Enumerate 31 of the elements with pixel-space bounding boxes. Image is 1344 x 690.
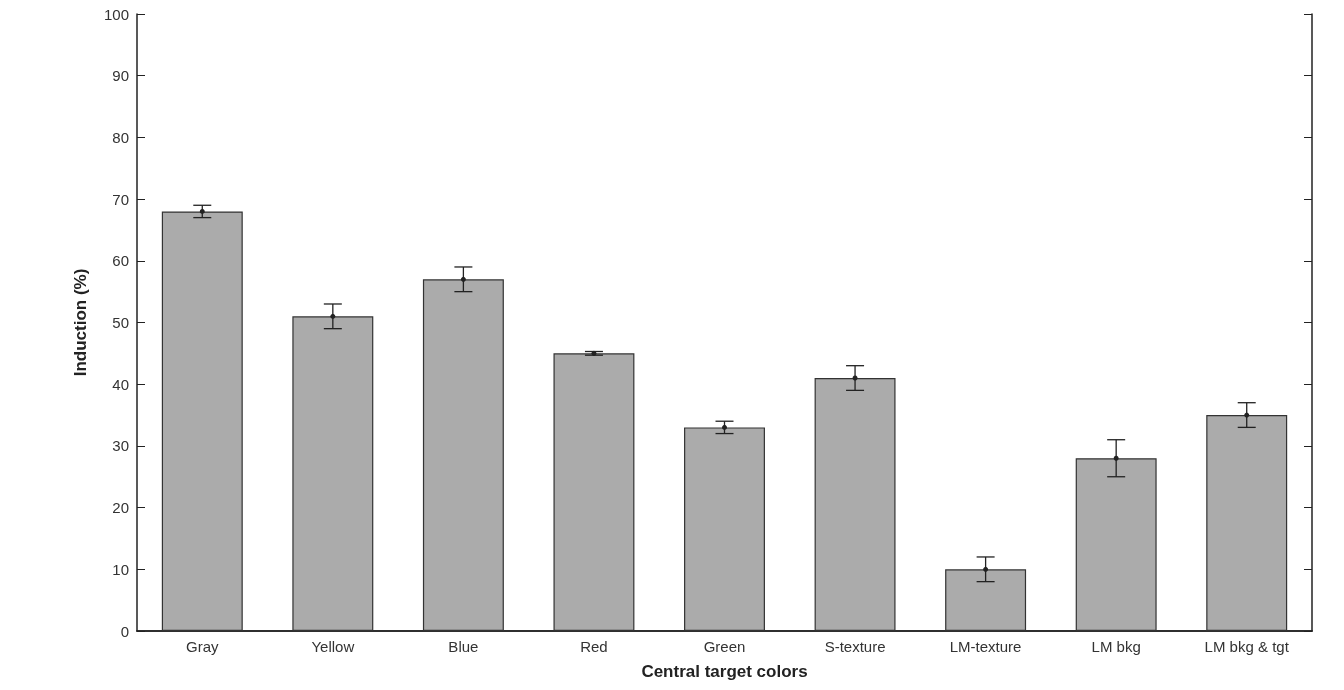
y-tick-label: 10 [112,560,129,578]
x-tick-label: LM-texture [949,638,1022,655]
y-tick-label: 0 [120,622,129,640]
y-axis-title: Induction (%) [71,268,90,377]
bar [1075,458,1157,631]
y-tick-label: 80 [112,128,129,146]
x-tick-label: Blue [448,638,479,655]
bar [422,279,504,631]
y-tick-label: 20 [112,499,129,517]
bar [814,378,896,631]
x-tick-label: Gray [186,638,220,655]
y-tick-label: 50 [112,314,129,331]
y-tick-label: 40 [112,375,129,393]
y-tick-label: 100 [103,5,129,23]
x-tick-label: Yellow [311,638,355,655]
y-tick-label: 90 [112,67,129,85]
y-tick-label: 60 [112,252,129,270]
y-tick-label: 70 [112,190,129,208]
x-axis-title: Central target colors [641,662,808,681]
x-tick-label: Green [703,638,746,655]
bar [1206,415,1288,631]
bar [161,211,243,631]
x-tick-label: S-texture [824,638,886,655]
y-tick-label: 30 [112,437,129,455]
x-tick-label: LM bkg [1091,638,1141,655]
bar [292,316,374,631]
bar [684,427,765,631]
bar [945,569,1027,631]
x-tick-label: Red [580,638,608,655]
bar [553,353,635,631]
x-tick-label: LM bkg & tgt [1204,638,1290,655]
